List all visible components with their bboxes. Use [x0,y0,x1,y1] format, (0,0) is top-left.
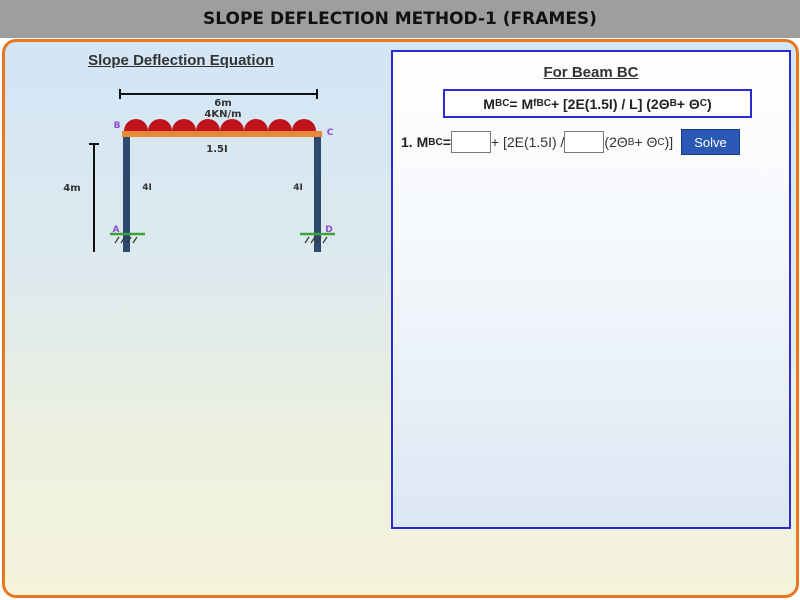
formula-theta-c-sub: C [699,98,708,109]
solve-button[interactable]: Solve [681,129,740,155]
formula-eq: = M [509,95,534,112]
beam-bc-title: For Beam BC [543,64,639,81]
formula-mid: + [2E(1.5I) / L] (2Θ [550,95,670,112]
node-label-d: D [325,225,332,235]
step-1-tail-sub-c: C [657,136,665,148]
right-column-label: 4I [293,183,303,193]
formula-m-sub: BC [494,98,510,109]
formula-mf-sub: BC [536,98,551,109]
formula-m: M [483,95,495,112]
main-frame: Slope Deflection Equation 6m 4KN/m 1.5I … [2,39,799,598]
length-input[interactable] [564,131,605,153]
load-label: 4KN/m [204,109,241,120]
span-label: 6m [214,98,231,109]
column-cd [314,137,321,252]
formula-f-sup: f [533,98,537,109]
step-1-sub: BC [428,136,443,148]
slope-deflection-title: Slope Deflection Equation [88,52,274,69]
column-ab [123,137,130,252]
step-1-tail-c: )] [664,134,674,150]
step-1-tail-a: (2Θ [604,134,628,150]
step-1-eq: = [442,134,451,150]
step-1-row: 1. M BC = + [2E(1.5I) / (2Θ B + Θ C)] Solve [401,129,791,155]
height-dimension [89,143,99,252]
beam-bc [122,131,322,137]
left-column-label: 4I [142,183,152,193]
step-1-tail-sub-b: B [627,136,635,148]
beam-label: 1.5I [206,144,227,155]
fixed-support-d [300,232,335,244]
distributed-load [124,119,316,131]
step-1-prefix: 1. M [401,134,429,150]
fixed-support-a [110,232,145,244]
node-label-a: A [113,225,120,235]
node-label-b: B [114,121,121,131]
height-label: 4m [63,183,80,194]
node-label-c: C [327,128,334,138]
step-1-mid: + [2E(1.5I) / [490,134,565,150]
header-bar: SLOPE DEFLECTION METHOD-1 (FRAMES) [0,0,800,38]
page-title: SLOPE DEFLECTION METHOD-1 (FRAMES) [203,9,597,29]
fixed-end-moment-input[interactable] [450,131,491,153]
span-dimension [119,89,318,99]
formula-plus-theta: + Θ [676,95,700,112]
formula-theta-b-sub: B [669,98,677,109]
step-1-tail-b: + Θ [634,134,658,150]
formula-end: ) [707,95,712,112]
frame-diagram: 6m 4KN/m 1.5I 4I 4I 4m B C [63,89,335,252]
